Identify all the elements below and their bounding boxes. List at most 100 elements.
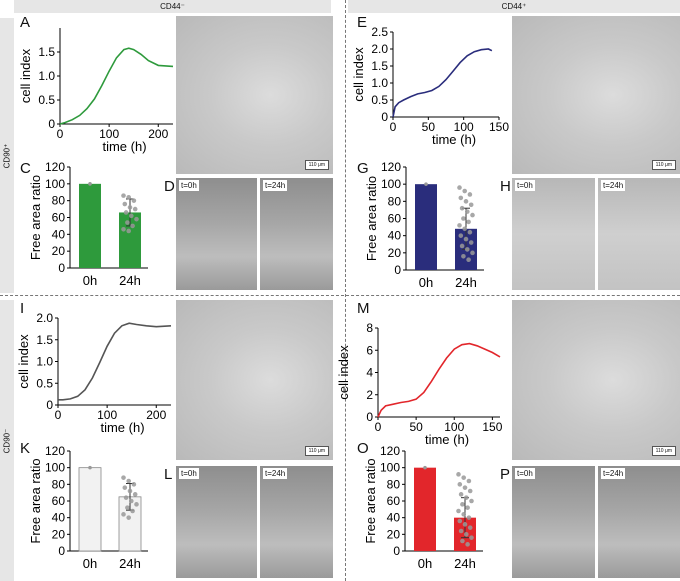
- data-point-c: [126, 228, 131, 234]
- x-tick-label-o: 0h: [418, 556, 432, 571]
- data-point-k: [121, 475, 126, 480]
- data-point-o: [465, 505, 470, 510]
- x-tick-label-m: 150: [482, 420, 502, 434]
- y-axis-label-k: Free area ratio: [28, 458, 43, 543]
- data-point-c: [129, 213, 134, 219]
- header-cd44-positive: CD44⁺: [348, 0, 680, 13]
- y-axis-label-i: cell index: [16, 334, 31, 389]
- data-point-g: [462, 188, 468, 194]
- y-tick-label-m: 6: [366, 343, 373, 357]
- y-tick-label-o: 100: [380, 461, 400, 475]
- y-tick-label-a: 1.5: [38, 45, 55, 59]
- y-tick-label-c: 100: [45, 177, 65, 191]
- data-point-k: [130, 508, 135, 514]
- panel-letter-g: G: [357, 160, 369, 177]
- data-point-g: [467, 229, 473, 235]
- x-tick-label-e: 150: [489, 120, 509, 134]
- x-tick-label-k: 0h: [83, 556, 97, 571]
- data-point-o: [464, 532, 469, 537]
- y-tick-label-c: 20: [52, 244, 66, 258]
- y-axis-label-a: cell index: [18, 48, 33, 103]
- bar-c-24h: [119, 212, 141, 268]
- data-point-o: [458, 528, 464, 534]
- bar-o-0h: [414, 467, 436, 551]
- data-point-o: [461, 475, 467, 480]
- y-tick-label-o: 120: [380, 444, 400, 458]
- data-point-o: [458, 492, 464, 497]
- data-point-o: [467, 525, 473, 530]
- y-tick-label-g: 40: [388, 229, 402, 243]
- data-point-c: [123, 210, 129, 215]
- label-l-t24: t=24h: [263, 468, 288, 479]
- y-tick-label-o: 60: [387, 494, 401, 508]
- panel-letter-i: I: [20, 300, 25, 317]
- data-point-k: [126, 478, 131, 484]
- side-label-cd90-negative: CD90⁻: [0, 300, 14, 581]
- vertical-divider: [345, 0, 346, 581]
- x-tick-label-c: 0h: [83, 273, 97, 288]
- panel-letter-a: A: [20, 14, 31, 31]
- y-tick-label-c: 60: [52, 211, 66, 225]
- y-tick-label-e: 2.0: [371, 42, 388, 56]
- y-axis-label-g: Free area ratio: [364, 176, 379, 261]
- data-point-g: [461, 253, 466, 259]
- data-point-c: [130, 223, 135, 229]
- y-tick-label-c: 0: [58, 261, 65, 275]
- x-tick-label-i: 0: [55, 408, 62, 422]
- data-point-g: [461, 216, 466, 221]
- bar-c-0h: [79, 183, 101, 268]
- data-point-k: [131, 482, 137, 487]
- data-point-g: [459, 243, 465, 249]
- y-tick-label-k: 20: [52, 527, 66, 541]
- data-point-k: [88, 465, 92, 470]
- scratch-l-t0: t=0h: [176, 466, 257, 578]
- bar-g-0h: [415, 184, 437, 270]
- x-tick-label-a: 0: [57, 127, 64, 141]
- panel-letter-k: K: [20, 440, 31, 457]
- y-tick-label-g: 80: [388, 194, 402, 208]
- data-point-o: [465, 542, 470, 547]
- y-tick-label-m: 2: [366, 388, 373, 402]
- scale-bar-b: 110 μm: [304, 160, 329, 170]
- x-axis-label-e: time (h): [432, 132, 476, 147]
- horizontal-divider: [0, 295, 680, 296]
- scratch-h-t0: t=0h: [512, 178, 595, 290]
- data-point-g: [424, 182, 428, 186]
- y-tick-label-g: 0: [394, 263, 401, 277]
- y-tick-label-k: 0: [58, 544, 65, 558]
- scratch-p-t0: t=0h: [512, 466, 595, 578]
- y-tick-label-i: 2.0: [36, 311, 53, 325]
- data-point-o: [460, 538, 465, 544]
- y-tick-label-o: 40: [387, 511, 401, 525]
- y-tick-label-g: 100: [381, 177, 401, 191]
- x-tick-label-m: 100: [444, 420, 464, 434]
- y-tick-label-k: 100: [45, 461, 65, 475]
- data-point-g: [466, 257, 471, 263]
- data-point-o: [460, 502, 465, 507]
- y-tick-label-e: 1.0: [371, 76, 388, 90]
- y-tick-label-i: 1.0: [36, 355, 53, 369]
- series-line-e: [392, 48, 493, 118]
- data-point-o: [457, 482, 463, 487]
- data-point-o: [461, 512, 467, 517]
- micrograph-b: 110 μm: [176, 16, 333, 174]
- data-point-o: [456, 472, 461, 477]
- x-tick-label-a: 200: [148, 127, 168, 141]
- y-tick-label-a: 1.0: [38, 69, 55, 83]
- data-point-o: [456, 508, 461, 514]
- y-tick-label-c: 40: [52, 227, 66, 241]
- panel-letter-p: P: [500, 466, 511, 483]
- y-tick-label-o: 0: [393, 544, 400, 558]
- y-tick-label-e: 0.5: [371, 93, 388, 107]
- side-label-cd90-positive: CD90⁺: [0, 18, 14, 293]
- label-h-t0: t=0h: [515, 180, 535, 191]
- data-point-c: [88, 182, 92, 186]
- y-tick-label-m: 4: [366, 366, 373, 380]
- y-tick-label-e: 0: [381, 110, 388, 124]
- data-point-g: [463, 236, 469, 242]
- label-d-t24: t=24h: [263, 180, 288, 191]
- data-point-g: [468, 240, 474, 245]
- x-tick-label-o: 24h: [454, 556, 476, 571]
- data-point-c: [121, 193, 126, 198]
